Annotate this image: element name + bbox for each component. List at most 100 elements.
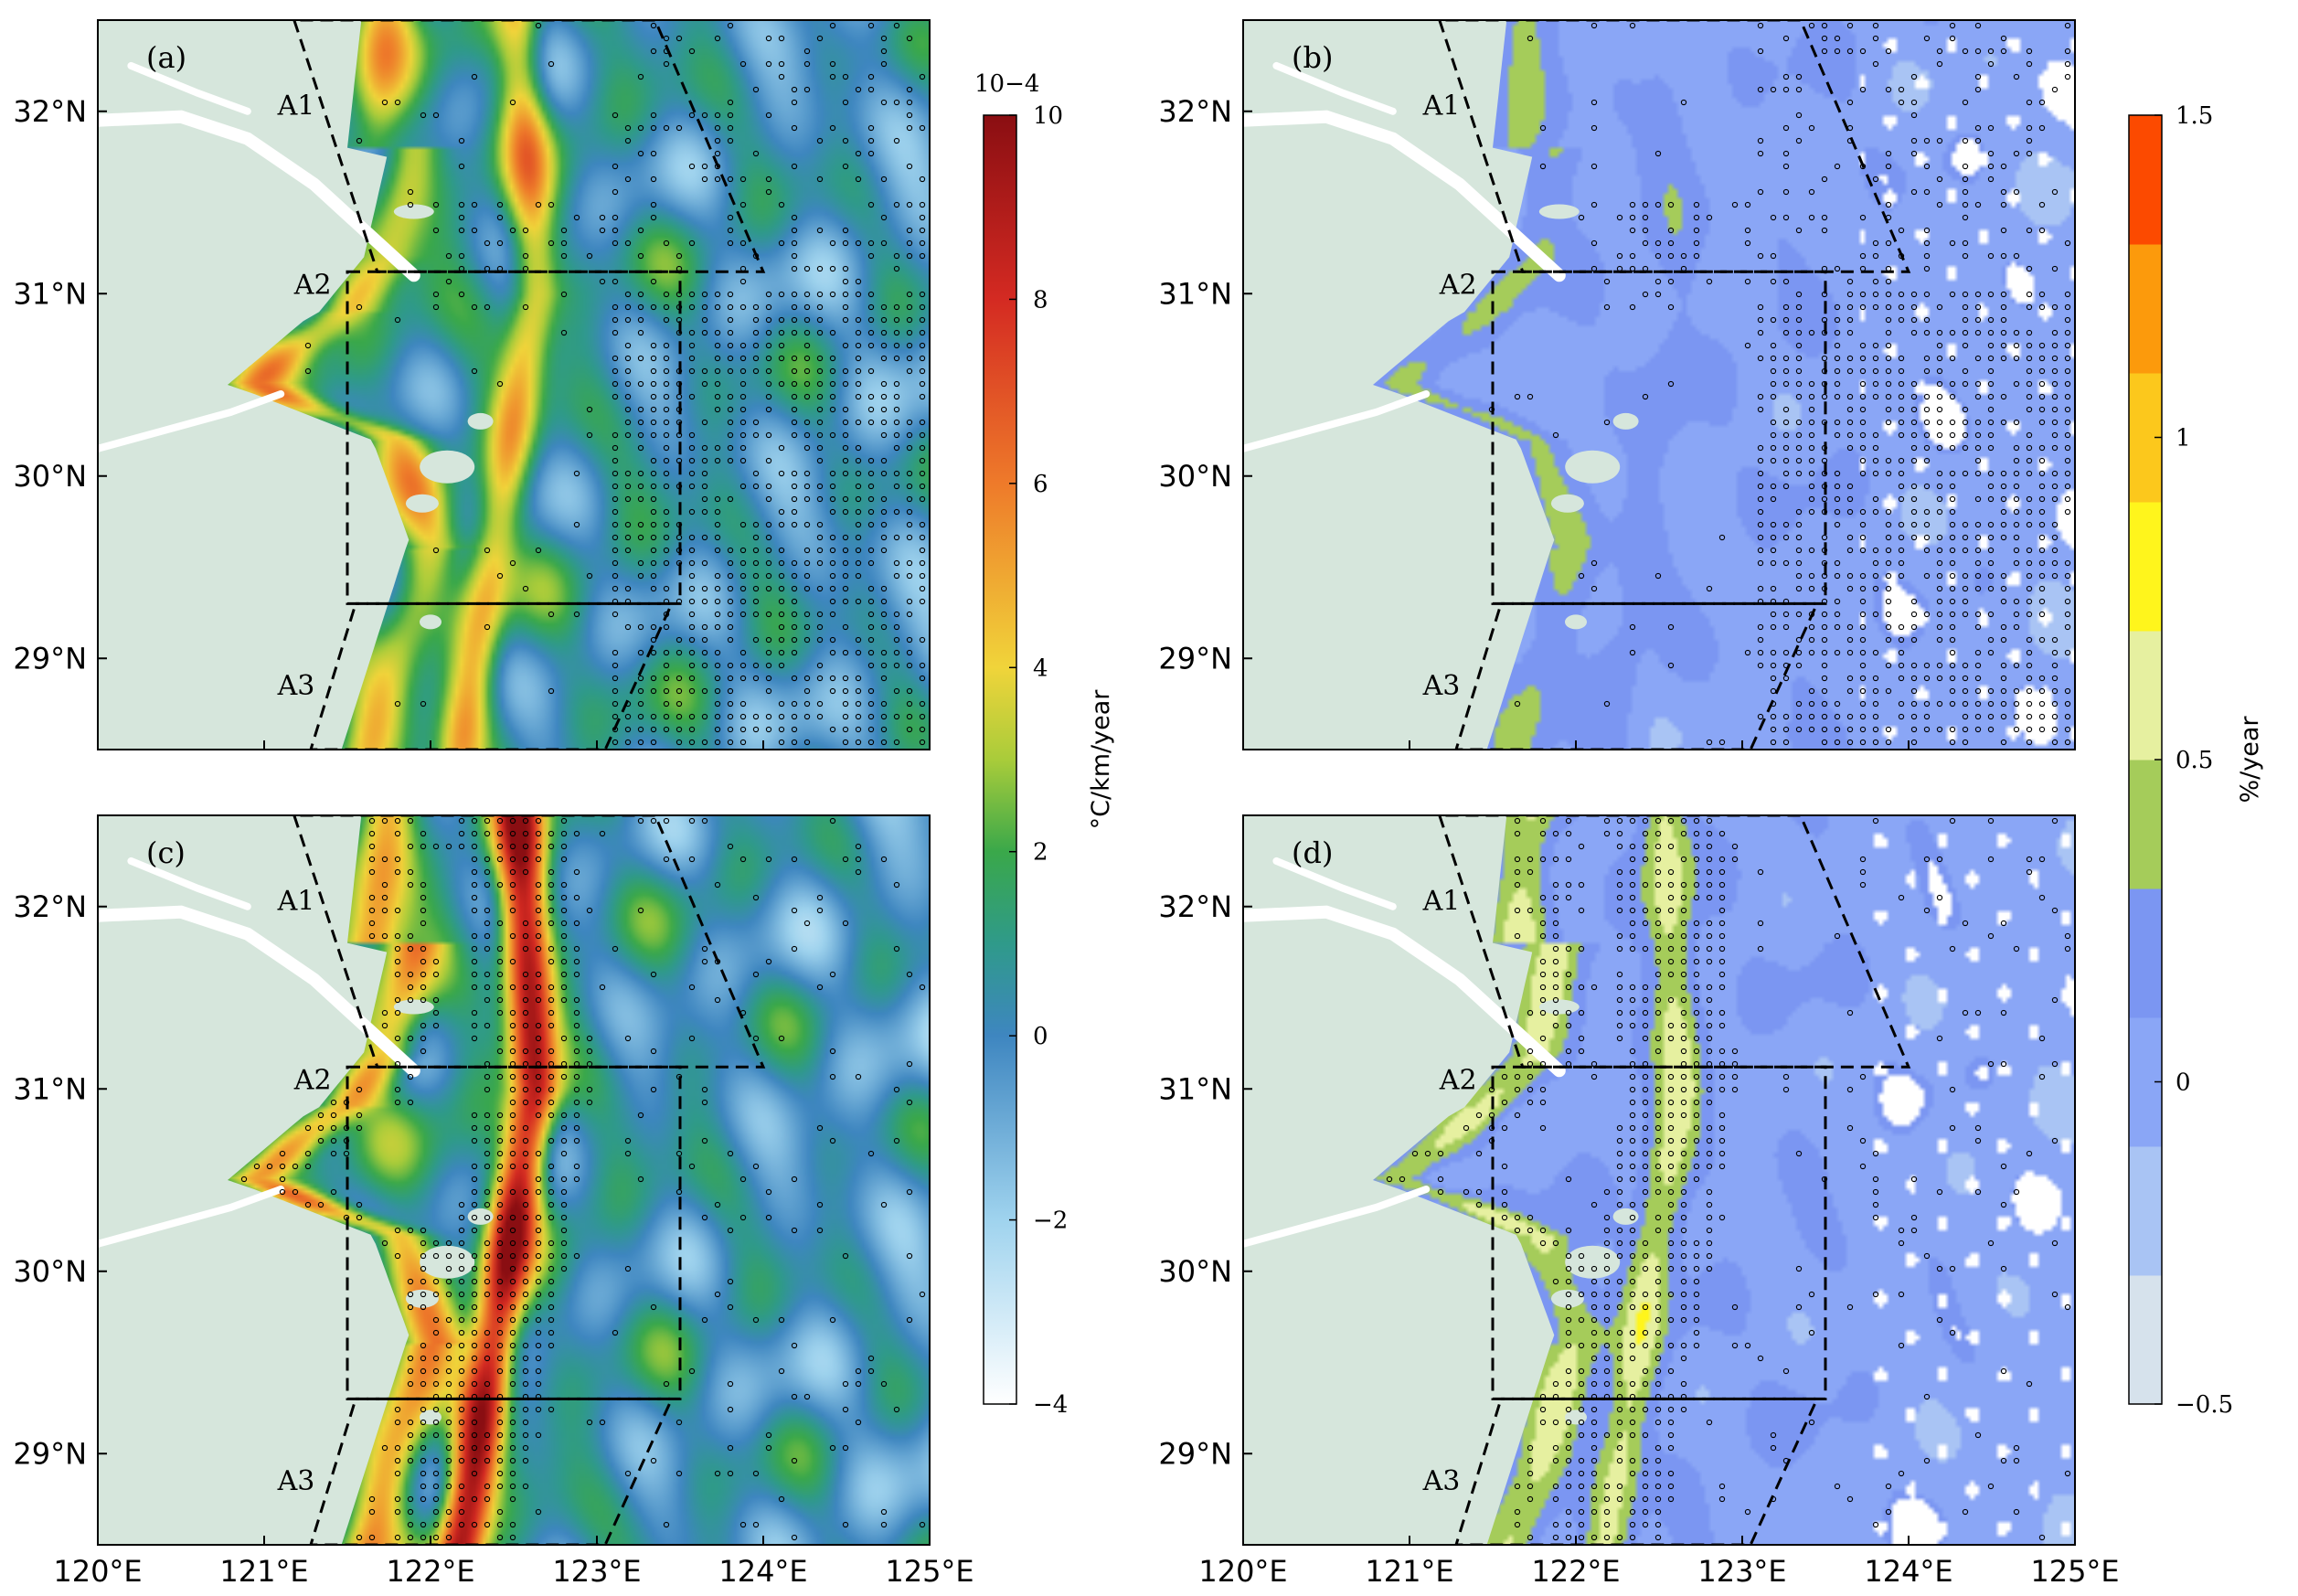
panel-c-stipple-dot [496, 1227, 504, 1234]
panel-a-stipple-dot [778, 508, 785, 516]
panel-d-stipple-dot [1616, 1303, 1623, 1311]
panel-a-stipple-dot [650, 431, 657, 439]
panel-a-stipple-dot [612, 393, 619, 400]
panel-a-stipple-dot [688, 112, 696, 119]
panel-b-stipple-dot [1872, 700, 1879, 708]
panel-d-stipple-dot [1616, 1444, 1623, 1452]
panel-b-stipple-dot [1910, 150, 1918, 157]
panel-d-stipple-dot [1629, 1278, 1636, 1285]
panel-b-stipple-dot [1782, 303, 1790, 311]
panel-d-stipple-dot [1514, 817, 1521, 825]
panel-c-stipple-dot [458, 1201, 465, 1208]
panel-d-stipple-dot [1680, 996, 1687, 1004]
panel-a-stipple-dot [637, 521, 644, 528]
panel-a-stipple-dot [637, 495, 644, 503]
panel-d-stipple-dot [1654, 843, 1662, 850]
panel-c-stipple-dot [727, 1278, 734, 1285]
panel-d-stipple-dot [1616, 881, 1623, 888]
panel-a-stipple-dot [586, 572, 593, 580]
panel-b-stipple-dot [1987, 585, 1995, 592]
panel-d-stipple-dot [1654, 1329, 1662, 1336]
panel-a-stipple-dot [650, 367, 657, 375]
panel-c-stipple-dot [906, 1252, 913, 1260]
panel-d-stipple-dot [1898, 1470, 1905, 1477]
panel-c-stipple-dot [535, 1035, 542, 1042]
panel-c-stipple-dot [484, 1214, 491, 1221]
panel-a-stipple-dot [624, 739, 632, 746]
panel-a-stipple-dot [778, 521, 785, 528]
panel-b-stipple-dot [1872, 572, 1879, 580]
panel-a-stipple-dot [445, 252, 452, 260]
panel-d-stipple-dot [1654, 1406, 1662, 1413]
panel-b-stipple-dot [1910, 521, 1918, 528]
panel-a-stipple-dot [778, 291, 785, 298]
panel-b-stipple-dot [1757, 406, 1764, 413]
panel-a-stipple-dot [829, 534, 836, 541]
panel-c-stipple-dot [407, 843, 414, 850]
panel-d-stipple-dot [1706, 843, 1713, 850]
panel-b-stipple-dot [1834, 726, 1841, 733]
panel-a-stipple-dot [727, 419, 734, 426]
panel-b-stipple-dot [1949, 649, 1956, 656]
panel-d-stipple-dot [1693, 984, 1700, 991]
panel-a-stipple-dot [803, 470, 811, 477]
panel-a-stipple-dot [791, 380, 798, 388]
panel-c-lat-tick-label: 31°N [13, 1071, 87, 1106]
panel-a-stipple-dot [816, 176, 824, 183]
panel-d-stipple-dot [1731, 856, 1739, 863]
panel-b-stipple-dot [1782, 188, 1790, 196]
panel-b-stipple-dot [1834, 700, 1841, 708]
panel-b-stipple-dot [1936, 201, 1943, 208]
panel-b-stipple-dot [1757, 48, 1764, 55]
panel-b-stipple-dot [2038, 457, 2046, 464]
panel-b-stipple-dot [1936, 393, 1943, 400]
panel-a-stipple-dot [829, 329, 836, 336]
panel-b-stipple-dot [1859, 214, 1867, 221]
panel-a-stipple-dot [714, 547, 721, 554]
panel-a-stipple-dot [829, 367, 836, 375]
panel-c-stipple-dot [586, 907, 593, 914]
panel-b-stipple-dot [1757, 662, 1764, 669]
panel-b-stipple-dot [1923, 700, 1931, 708]
panel-b-stipple-dot [1987, 124, 1995, 132]
panel-d-stipple-dot [2000, 920, 2007, 927]
panel-d-stipple-dot [1654, 856, 1662, 863]
panel-b-stipple-dot [1885, 457, 1892, 464]
panel-b-stipple-dot [1987, 252, 1995, 260]
panel-b-stipple-dot [2064, 303, 2071, 311]
panel-b-stipple-dot [1923, 265, 1931, 272]
panel-c-stipple-dot [381, 1444, 388, 1452]
panel-a-river [98, 110, 420, 282]
panel-d-stipple-dot [1654, 1227, 1662, 1234]
panel-a-stipple-dot [612, 163, 619, 170]
panel-b-stipple-dot [2064, 22, 2071, 29]
panel-d-stipple-dot [1616, 1342, 1623, 1349]
panel-d-stipple-dot [1718, 830, 1726, 837]
panel-b-stipple-dot [1987, 495, 1995, 503]
panel-c-stipple-dot [816, 894, 824, 901]
panel-d-stipple-dot [1680, 1073, 1687, 1080]
panel-c-stipple-dot [509, 1150, 516, 1157]
panel-d-stipple-dot [1654, 1150, 1662, 1157]
panel-b-stipple-dot [1846, 726, 1854, 733]
panel-c-stipple-dot [701, 1099, 708, 1106]
panel-c-stipple-dot [394, 907, 401, 914]
panel-c-stipple-dot [535, 1240, 542, 1247]
panel-d-stipple-dot [1718, 894, 1726, 901]
panel-b-stipple-dot [2000, 662, 2007, 669]
panel-d-stipple-dot [1591, 1380, 1598, 1388]
panel-b-stipple-dot [2051, 470, 2059, 477]
panel-a-stipple-dot [356, 303, 363, 311]
panel-b-stipple-dot [1821, 393, 1828, 400]
panel-a-stipple-dot [701, 329, 708, 336]
panel-b-stipple-dot [1898, 303, 1905, 311]
panel-b-stipple-dot [1923, 419, 1931, 426]
panel-b-stipple-dot [2051, 329, 2059, 336]
panel-a-stipple-dot [803, 329, 811, 336]
panel-c-stipple-dot [458, 1419, 465, 1426]
panel-a-stipple-dot [727, 585, 734, 592]
panel-c-stipple-dot [394, 1419, 401, 1426]
panel-d-stipple-dot [1718, 1048, 1726, 1055]
panel-c-stipple-dot [484, 945, 491, 952]
panel-a-stipple-dot [714, 406, 721, 413]
